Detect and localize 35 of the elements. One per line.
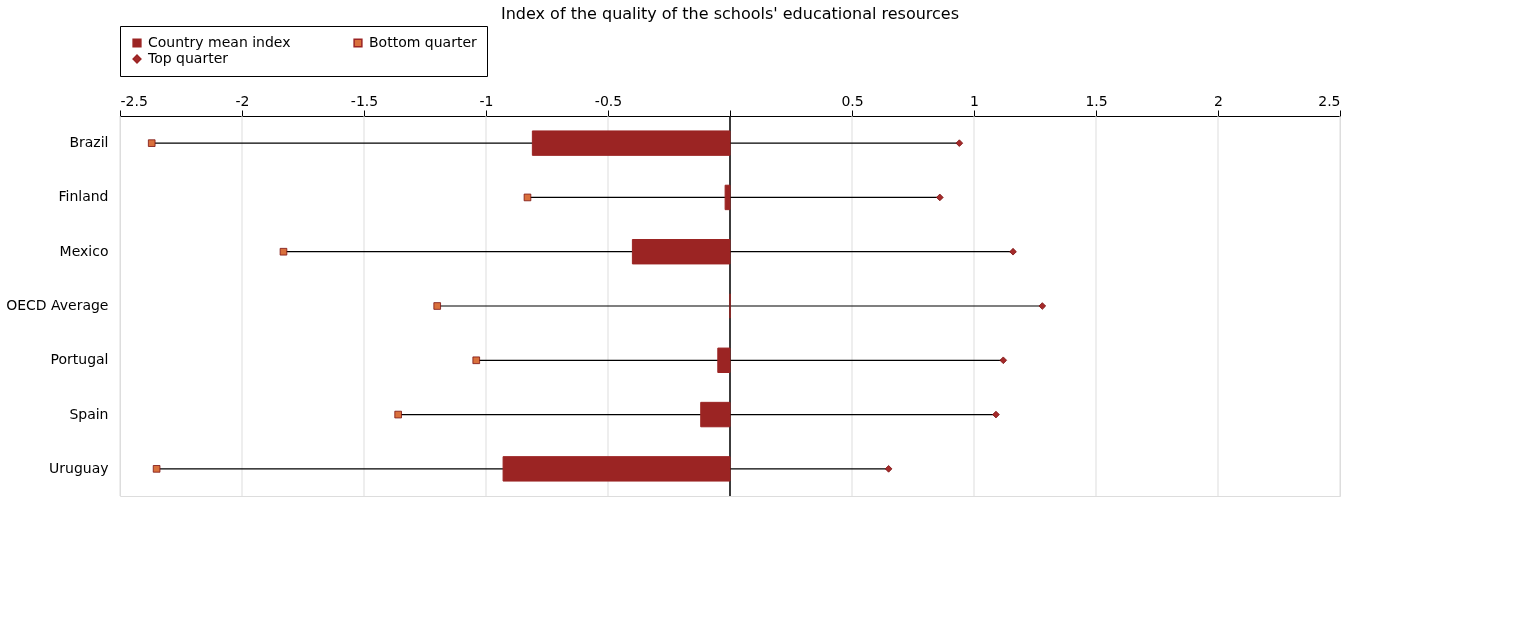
point — [884, 465, 893, 473]
point — [147, 139, 156, 147]
legend-label: Top quarter — [147, 50, 229, 66]
point — [936, 193, 944, 202]
y-tick-label: Mexico — [59, 242, 109, 259]
x-tick-label: -2 — [235, 92, 250, 109]
x-tick-label: 2 — [1214, 92, 1223, 109]
y-tick-label: Portugal — [50, 351, 109, 368]
x-tick-label: 1.5 — [1085, 92, 1108, 109]
point — [472, 356, 480, 365]
x-tick-label: -1 — [479, 92, 494, 109]
y-tick-label: Spain — [69, 405, 109, 422]
point — [1038, 302, 1047, 310]
point — [523, 193, 532, 202]
point — [433, 302, 441, 310]
point — [992, 410, 1000, 419]
x-tick-label: -0.5 — [594, 92, 623, 109]
legend-label: Country mean index — [148, 34, 291, 50]
y-tick-label: Brazil — [69, 134, 109, 151]
point — [999, 356, 1008, 365]
y-tick-label: Uruguay — [49, 459, 109, 476]
point — [394, 410, 402, 419]
x-tick-label: -1.5 — [350, 92, 379, 109]
x-tick-label: 1 — [970, 92, 979, 109]
point — [1009, 247, 1017, 256]
point — [152, 465, 161, 473]
x-tick-label: -2.5 — [120, 92, 148, 109]
point — [955, 139, 964, 147]
y-tick-label: OECD Average — [6, 297, 109, 313]
y-tick-label: Finland — [58, 188, 109, 205]
chart-title: Index of the quality of the schools' educational resources — [500, 3, 960, 23]
point — [279, 247, 288, 256]
legend-label: Bottom quarter — [369, 34, 477, 50]
x-tick-label: 0.5 — [841, 92, 864, 109]
x-tick-label: 2.5 — [1318, 92, 1341, 109]
